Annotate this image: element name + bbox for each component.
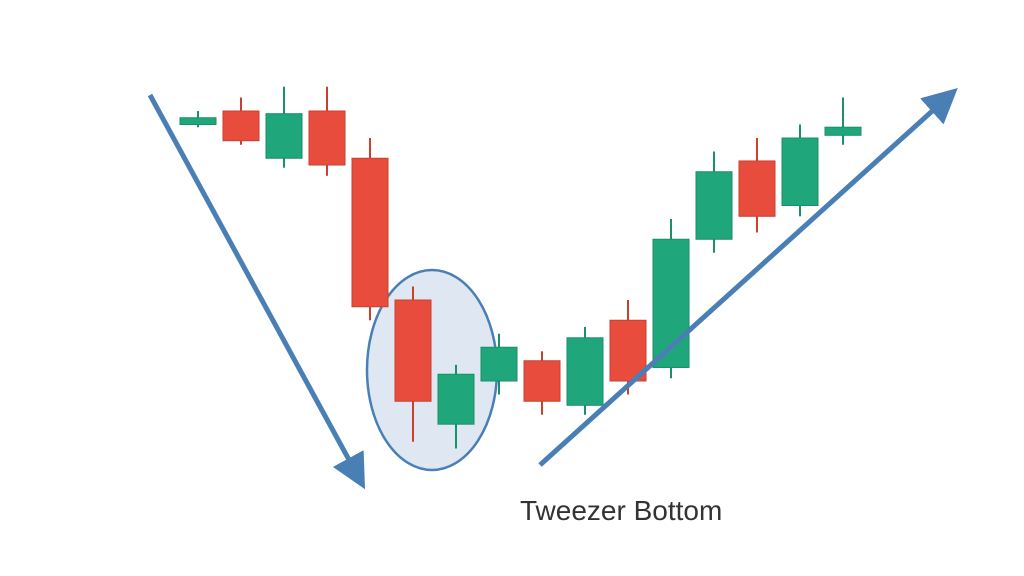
candle bbox=[266, 87, 302, 168]
candle bbox=[309, 87, 345, 176]
candle bbox=[696, 152, 732, 253]
candle bbox=[352, 138, 388, 320]
candle bbox=[610, 300, 646, 395]
candle bbox=[567, 327, 603, 415]
candle bbox=[223, 98, 259, 145]
candle bbox=[782, 125, 818, 217]
uptrend-arrow bbox=[540, 95, 950, 465]
candlestick-chart bbox=[0, 0, 1024, 576]
candle bbox=[653, 219, 689, 378]
pattern-label: Tweezer Bottom bbox=[520, 495, 722, 527]
candle bbox=[825, 98, 861, 145]
candle bbox=[739, 138, 775, 233]
candle bbox=[180, 111, 216, 127]
candle bbox=[524, 351, 560, 414]
